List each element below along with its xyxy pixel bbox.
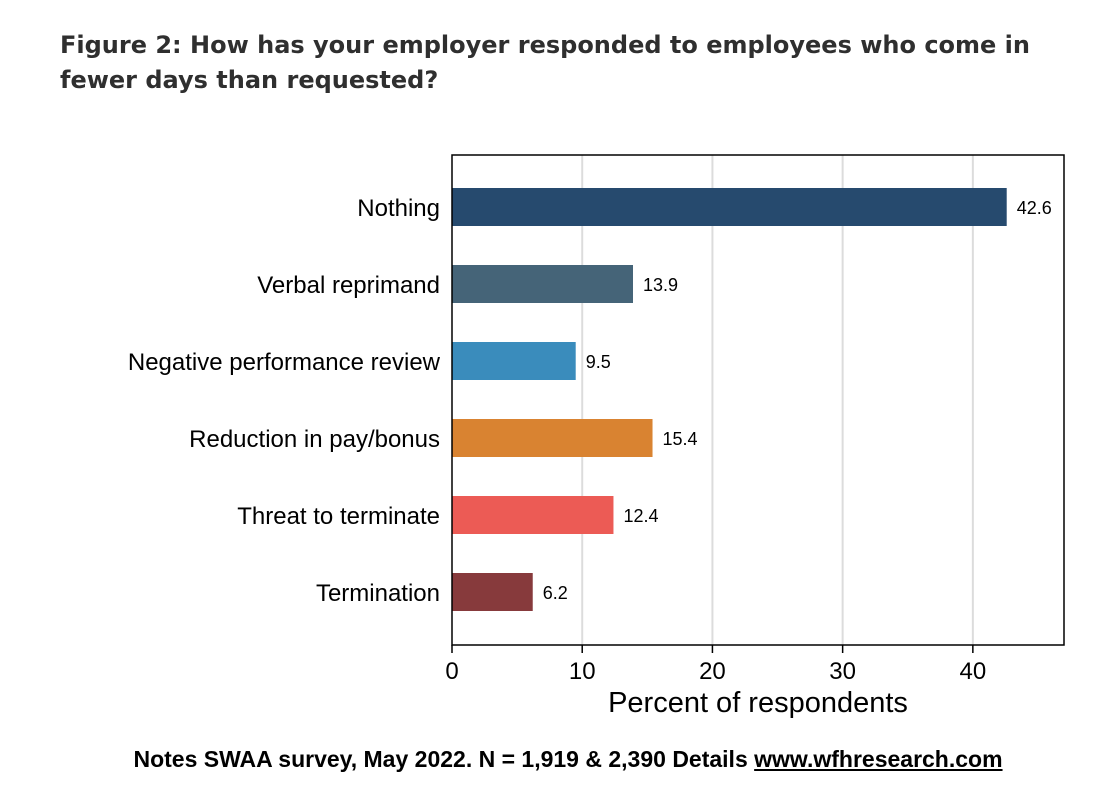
category-label: Verbal reprimand bbox=[257, 272, 440, 299]
x-tick-label: 40 bbox=[959, 658, 986, 685]
x-tick-label: 0 bbox=[445, 658, 458, 685]
category-label: Threat to terminate bbox=[237, 503, 440, 530]
bar bbox=[452, 188, 1007, 226]
bar bbox=[452, 342, 576, 380]
bar bbox=[452, 496, 614, 534]
category-label: Termination bbox=[316, 580, 440, 607]
bar bbox=[452, 419, 653, 457]
bar bbox=[452, 573, 533, 611]
footer-notes: Notes SWAA survey, May 2022. N = 1,919 &… bbox=[133, 746, 755, 772]
category-label: Nothing bbox=[357, 195, 440, 222]
value-label: 13.9 bbox=[643, 275, 678, 295]
figure-title: Figure 2: How has your employer responde… bbox=[60, 31, 1030, 94]
gridlines bbox=[581, 155, 974, 645]
value-labels: 42.6 13.9 9.5 15.4 12.4 6.2 bbox=[543, 198, 1052, 603]
bar bbox=[452, 265, 633, 303]
category-label: Negative performance review bbox=[128, 349, 441, 376]
plot-frame bbox=[451, 154, 1065, 646]
x-axis-label: Percent of respondents bbox=[608, 687, 908, 719]
value-label: 6.2 bbox=[543, 583, 568, 603]
x-tick-label: 20 bbox=[699, 658, 726, 685]
value-label: 15.4 bbox=[663, 429, 698, 449]
value-label: 42.6 bbox=[1017, 198, 1052, 218]
x-tick-label: 10 bbox=[569, 658, 596, 685]
bar-chart: Nothing Verbal reprimand Negative performa… bbox=[128, 154, 1065, 719]
footer-link[interactable]: www.wfhresearch.com bbox=[754, 746, 1003, 772]
value-label: 9.5 bbox=[586, 352, 611, 372]
bars bbox=[452, 188, 1007, 611]
x-axis-ticks: 0 10 20 30 40 bbox=[445, 645, 986, 685]
x-tick-label: 30 bbox=[829, 658, 856, 685]
notes-footer: Notes SWAA survey, May 2022. N = 1,919 &… bbox=[0, 746, 1104, 773]
category-labels: Nothing Verbal reprimand Negative performa… bbox=[128, 195, 441, 607]
value-label: 12.4 bbox=[623, 506, 658, 526]
category-label: Reduction in pay/bonus bbox=[189, 426, 440, 453]
